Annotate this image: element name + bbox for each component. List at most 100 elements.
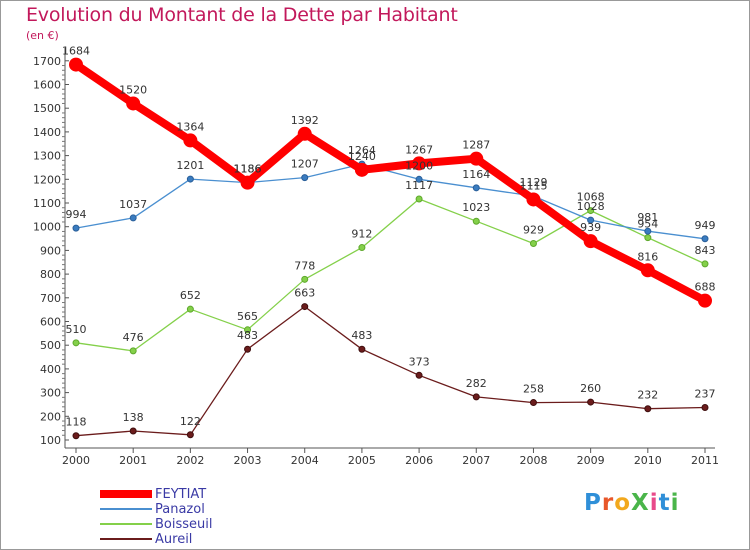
y-tick-label: 1700 [33, 55, 61, 68]
legend-swatch [100, 490, 152, 498]
data-label-feytiat: 1240 [348, 150, 376, 163]
data-label-boisseuil: 1068 [577, 191, 605, 204]
data-point-panazol [587, 216, 595, 224]
data-point-aureil [129, 427, 137, 435]
y-tick-label: 600 [40, 316, 61, 329]
data-label-panazol: 1164 [462, 168, 490, 181]
data-label-aureil: 282 [466, 377, 487, 390]
data-point-boisseuil [472, 217, 480, 225]
data-point-feytiat [640, 263, 655, 278]
legend-label: Aureil [155, 532, 193, 547]
data-point-panazol [472, 184, 480, 192]
data-point-panazol [186, 175, 194, 183]
data-point-panazol [301, 174, 309, 182]
data-point-feytiat [297, 126, 312, 141]
x-tick-label: 2001 [119, 454, 147, 467]
y-tick-label: 1500 [33, 102, 61, 115]
data-point-boisseuil [244, 326, 252, 334]
y-tick-label: 1100 [33, 197, 61, 210]
legend-label: Panazol [155, 502, 205, 517]
data-label-panazol: 994 [66, 208, 87, 221]
y-tick-label: 100 [40, 434, 61, 447]
data-point-boisseuil [644, 234, 652, 242]
y-tick-label: 1200 [33, 173, 61, 186]
data-label-aureil: 138 [123, 411, 144, 424]
data-label-panazol: 1129 [519, 176, 547, 189]
data-label-panazol: 1207 [291, 158, 319, 171]
data-label-boisseuil: 843 [695, 244, 716, 257]
data-label-feytiat: 1392 [291, 114, 319, 127]
series-line-panazol [75, 163, 706, 240]
x-tick-label: 2000 [62, 454, 90, 467]
legend-swatch [100, 508, 152, 510]
data-point-aureil [415, 371, 423, 379]
data-label-panazol: 949 [695, 219, 716, 232]
x-tick-label: 2009 [577, 454, 605, 467]
x-tick-label: 2010 [634, 454, 662, 467]
data-point-aureil [701, 404, 709, 412]
data-labels: 1684 1520 1364 1186 1392 1240 1267 1287 1115 939 8… [62, 45, 716, 429]
data-point-boisseuil [129, 347, 137, 355]
data-label-boisseuil: 954 [637, 218, 658, 231]
data-point-feytiat [240, 175, 255, 190]
data-label-boisseuil: 929 [523, 224, 544, 237]
data-label-feytiat: 1684 [62, 45, 90, 58]
data-point-aureil [186, 431, 194, 439]
data-label-boisseuil: 565 [237, 310, 258, 323]
chart-title: Evolution du Montant de la Dette par Hab… [26, 4, 458, 26]
data-point-panazol [415, 175, 423, 183]
data-point-boisseuil [186, 305, 194, 313]
y-tick-label: 500 [40, 339, 61, 352]
data-label-panazol: 1028 [577, 200, 605, 213]
data-label-boisseuil: 510 [66, 323, 87, 336]
series-line-boisseuil [75, 198, 706, 352]
data-label-feytiat: 939 [580, 221, 601, 234]
x-tick-label: 2002 [176, 454, 204, 467]
y-tick-label: 400 [40, 363, 61, 376]
data-point-feytiat [583, 234, 598, 249]
data-label-feytiat: 1186 [234, 163, 262, 176]
data-point-boisseuil [72, 339, 80, 347]
data-label-panazol: 1201 [176, 159, 204, 172]
x-tick-label: 2008 [519, 454, 547, 467]
data-label-feytiat: 1115 [519, 179, 547, 192]
y-tick-label: 1300 [33, 150, 61, 163]
data-point-boisseuil [301, 275, 309, 283]
data-label-boisseuil: 778 [294, 259, 315, 272]
data-label-boisseuil: 476 [123, 331, 144, 344]
legend-label: Boisseuil [155, 517, 213, 532]
y-tick-label: 900 [40, 244, 61, 257]
x-tick-label: 2004 [291, 454, 319, 467]
data-label-panazol: 1037 [119, 198, 147, 211]
data-label-feytiat: 1267 [405, 143, 433, 156]
data-label-aureil: 483 [351, 329, 372, 342]
data-point-panazol [129, 214, 137, 222]
data-label-aureil: 122 [180, 415, 201, 428]
data-label-boisseuil: 652 [180, 289, 201, 302]
data-point-boisseuil [701, 260, 709, 268]
data-point-panazol [72, 224, 80, 232]
data-label-aureil: 258 [523, 383, 544, 396]
x-tick-label: 2003 [234, 454, 262, 467]
series-layer [69, 57, 712, 440]
y-tick-label: 1600 [33, 79, 61, 92]
data-point-feytiat [469, 151, 484, 166]
data-label-aureil: 260 [580, 382, 601, 395]
data-point-feytiat [354, 162, 369, 177]
data-label-aureil: 237 [695, 388, 716, 401]
x-tick-label: 2006 [405, 454, 433, 467]
data-label-boisseuil: 1117 [405, 179, 433, 192]
data-label-aureil: 118 [66, 416, 87, 429]
y-tick-label: 1400 [33, 126, 61, 139]
data-point-feytiat [126, 96, 141, 111]
data-label-feytiat: 1364 [176, 120, 204, 133]
data-point-aureil [472, 393, 480, 401]
series-line-aureil [75, 305, 706, 437]
data-point-boisseuil [358, 244, 366, 252]
data-point-aureil [358, 345, 366, 353]
data-point-boisseuil [415, 195, 423, 203]
data-point-panazol [644, 227, 652, 235]
data-label-feytiat: 1287 [462, 139, 490, 152]
legend-label: FEYTIAT [155, 487, 207, 502]
